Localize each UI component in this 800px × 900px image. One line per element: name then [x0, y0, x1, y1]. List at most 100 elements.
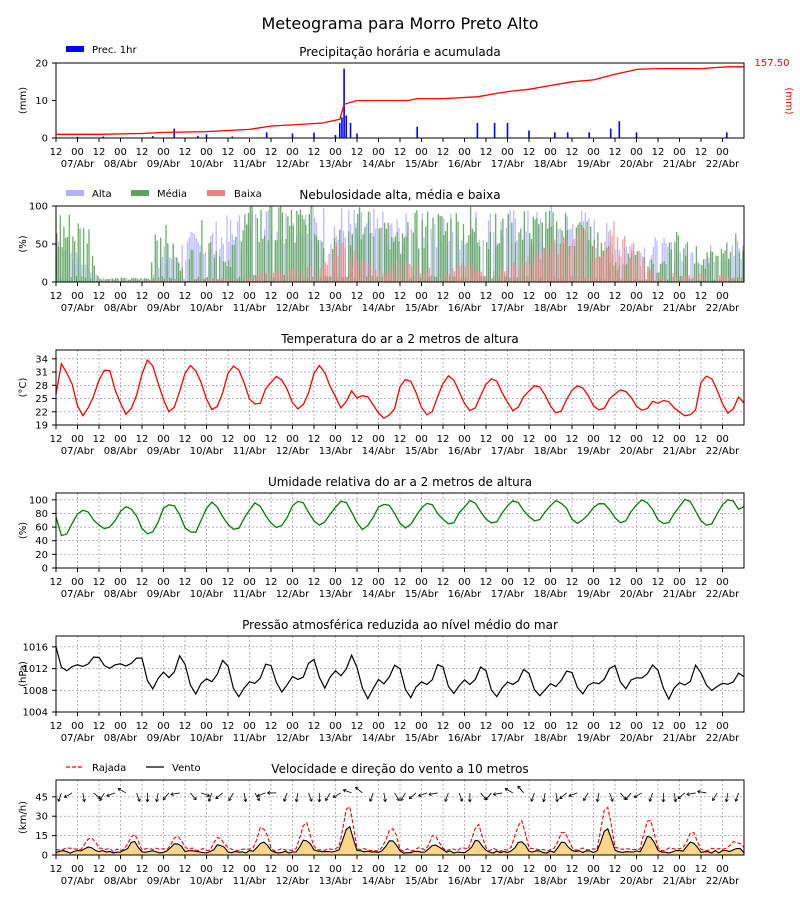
cloud-bar-baixa	[624, 235, 626, 282]
x-tick-label: 00	[329, 864, 342, 875]
cloud-bar-media	[249, 206, 251, 282]
cloud-bar-baixa	[661, 276, 663, 282]
y-tick-label: 80	[35, 509, 48, 520]
cloud-bar-baixa	[654, 280, 656, 282]
x-tick-label: 00	[329, 147, 342, 158]
cloud-bar-media	[412, 232, 414, 282]
cloud-bar-baixa	[215, 278, 217, 282]
cloud-bar-baixa	[310, 265, 312, 282]
cloud-bar-baixa	[278, 268, 280, 282]
wind-direction-arrow	[343, 789, 352, 794]
cloud-bar-media	[120, 277, 122, 282]
x-tick-label: 00	[630, 291, 643, 302]
cloud-bar-media	[276, 240, 278, 282]
cloud-bar-baixa	[332, 260, 334, 282]
wind-direction-arrow	[517, 785, 524, 794]
wind-direction-arrow	[596, 792, 600, 802]
cloud-bar-media	[251, 206, 253, 282]
wind-direction-arrow	[625, 792, 632, 801]
x-tick-label: 00	[458, 577, 471, 588]
cloud-bar-alta	[203, 253, 205, 282]
cloud-bar-baixa	[693, 274, 696, 282]
cloud-bar-baixa	[375, 269, 377, 282]
cloud-bar-baixa	[452, 268, 454, 282]
cloud-bar-media	[303, 219, 305, 282]
cloud-bar-baixa	[335, 242, 337, 282]
cloud-bar-media	[708, 263, 710, 282]
panel-title: Umidade relativa do ar a 2 metros de alt…	[268, 475, 532, 489]
cloud-bar-media	[154, 234, 156, 282]
x-tick-label: 00	[114, 291, 127, 302]
cloud-bar-baixa	[392, 269, 395, 282]
legend-label-vento: Vento	[172, 763, 201, 774]
cloud-bar-media	[710, 250, 712, 282]
cloud-bar-media	[658, 272, 660, 282]
panel-title: Velocidade e direção do vento a 10 metro…	[271, 762, 528, 776]
x-tick-label: 12	[480, 434, 493, 445]
temperature-line	[55, 358, 745, 420]
cloud-bar-media	[165, 224, 167, 282]
x-tick-label: 00	[114, 864, 127, 875]
cloud-bar-media	[278, 207, 280, 282]
x-day-label: 12/Abr	[276, 159, 310, 170]
cloud-bar-media	[477, 242, 479, 282]
x-tick-label: 00	[673, 434, 686, 445]
cloud-bar-baixa	[226, 279, 228, 282]
cloud-bar-media	[706, 252, 708, 282]
legend-swatch-alta	[66, 190, 84, 196]
wind-arrow-head	[117, 788, 122, 792]
cloud-bar-media	[84, 277, 87, 282]
precip-bar	[349, 123, 352, 138]
cloud-bar-media	[188, 259, 190, 282]
cloud-bar-media	[222, 261, 225, 282]
cloud-bar-baixa	[389, 273, 391, 282]
cloud-bar-baixa	[328, 254, 330, 282]
wind-arrow-head	[243, 798, 248, 803]
cloud-bar-media	[588, 240, 590, 282]
wind-arrow-head	[583, 797, 587, 802]
x-tick-label: 12	[222, 434, 235, 445]
cloud-bar-media	[330, 276, 332, 282]
cloud-bar-baixa	[559, 247, 561, 282]
cloud-bar-baixa	[342, 242, 345, 282]
x-tick-label: 12	[222, 147, 235, 158]
x-tick-label: 12	[93, 434, 106, 445]
wind-direction-arrow	[418, 792, 428, 797]
cloud-bar-baixa	[466, 280, 468, 282]
cloud-bar-baixa	[552, 251, 554, 282]
cloud-bar-media	[115, 278, 117, 282]
cloud-bar-baixa	[684, 275, 687, 282]
cloud-bar-baixa	[507, 280, 509, 282]
wind-arrow-head	[207, 798, 212, 802]
cloud-bar-media	[729, 252, 732, 282]
cloud-bar-alta	[319, 239, 321, 282]
cloud-bar-baixa	[545, 279, 547, 282]
cloud-bar-baixa	[659, 273, 662, 282]
cloud-bar-media	[468, 235, 470, 282]
x-tick-label: 00	[157, 434, 170, 445]
cloud-bar-baixa	[568, 256, 570, 282]
x-day-label: 20/Abr	[620, 446, 654, 457]
y-tick-label: 22	[35, 407, 48, 418]
cloud-bar-baixa	[557, 253, 560, 282]
panel-title: Pressão atmosférica reduzida ao nível mé…	[242, 618, 558, 632]
cloud-bar-baixa	[297, 272, 300, 282]
cloud-bar-media	[163, 278, 165, 282]
x-tick-label: 00	[716, 864, 729, 875]
x-day-label: 21/Abr	[663, 303, 697, 314]
cloud-bar-baixa	[699, 273, 701, 282]
cloud-bar-baixa	[516, 280, 518, 282]
cloud-bar-alta	[90, 272, 92, 282]
cloud-bar-alta	[353, 209, 355, 282]
cloud-bar-baixa	[378, 270, 380, 282]
y-tick-label: 50	[35, 240, 48, 251]
wind-arrow-head	[309, 798, 313, 802]
cloud-bar-baixa	[272, 272, 275, 282]
x-day-label: 21/Abr	[663, 446, 697, 457]
cloud-bar-media	[362, 234, 364, 282]
x-day-label: 08/Abr	[104, 733, 138, 744]
wind-arrow-head	[57, 798, 61, 802]
cloud-bar-baixa	[219, 279, 221, 282]
cloud-bar-baixa	[382, 273, 384, 282]
wind-direction-arrow	[458, 792, 463, 802]
